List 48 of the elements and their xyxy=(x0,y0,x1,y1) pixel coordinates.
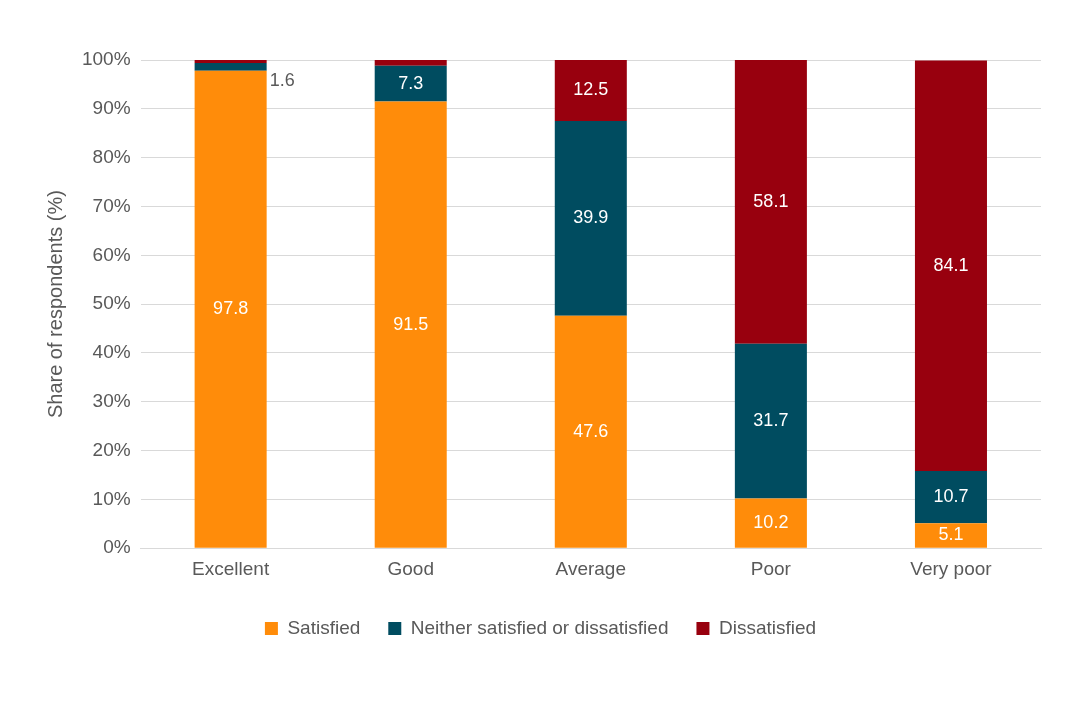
y-tick-label: 0% xyxy=(103,536,131,558)
data-label: 39.9 xyxy=(573,207,609,228)
bar xyxy=(374,60,447,66)
x-tick-label: Very poor xyxy=(910,557,993,579)
bar xyxy=(734,343,807,499)
y-tick-label: 60% xyxy=(92,243,131,265)
bar xyxy=(194,62,267,71)
x-tick-label: Poor xyxy=(750,557,792,579)
data-label: 47.6 xyxy=(573,420,609,441)
y-tick-label: 70% xyxy=(92,194,131,216)
data-label: 7.3 xyxy=(398,72,424,93)
data-label: 31.7 xyxy=(753,409,789,430)
data-label: 10.2 xyxy=(753,512,789,533)
data-label: 97.8 xyxy=(213,298,249,319)
bar xyxy=(194,70,267,548)
data-label: 12.5 xyxy=(573,79,609,100)
legend-label: Neither satisfied or dissatisfied xyxy=(410,616,669,638)
legend-label: Dissatisfied xyxy=(718,616,817,638)
bar xyxy=(914,471,987,524)
y-tick-label: 50% xyxy=(92,292,131,314)
y-tick-label: 100% xyxy=(81,48,131,70)
legend-label: Satisfied xyxy=(287,616,361,638)
bar xyxy=(554,121,627,316)
bar xyxy=(554,60,627,122)
data-label: 84.1 xyxy=(933,254,969,275)
bar xyxy=(374,65,447,102)
x-tick-label: Average xyxy=(555,557,627,579)
x-tick-label: Excellent xyxy=(192,557,270,579)
bar xyxy=(914,523,987,548)
y-tick-label: 80% xyxy=(92,145,131,167)
y-axis-title: Share of respondents (%) xyxy=(43,190,66,419)
y-tick-label: 30% xyxy=(92,389,131,411)
bar xyxy=(734,60,807,344)
bar xyxy=(914,60,987,472)
data-label: 1.6 xyxy=(269,69,295,90)
y-tick-label: 90% xyxy=(92,97,131,119)
bar xyxy=(374,101,447,548)
y-tick-label: 20% xyxy=(92,438,131,460)
bar xyxy=(194,60,267,63)
y-tick-label: 40% xyxy=(92,341,131,363)
data-label: 91.5 xyxy=(393,313,429,334)
data-label: 10.7 xyxy=(933,486,969,507)
data-label: 58.1 xyxy=(753,190,789,211)
bar xyxy=(554,315,627,548)
data-label: 5.1 xyxy=(938,524,964,545)
bar xyxy=(734,498,807,548)
y-tick-label: 10% xyxy=(92,487,131,509)
x-tick-label: Good xyxy=(387,557,434,579)
